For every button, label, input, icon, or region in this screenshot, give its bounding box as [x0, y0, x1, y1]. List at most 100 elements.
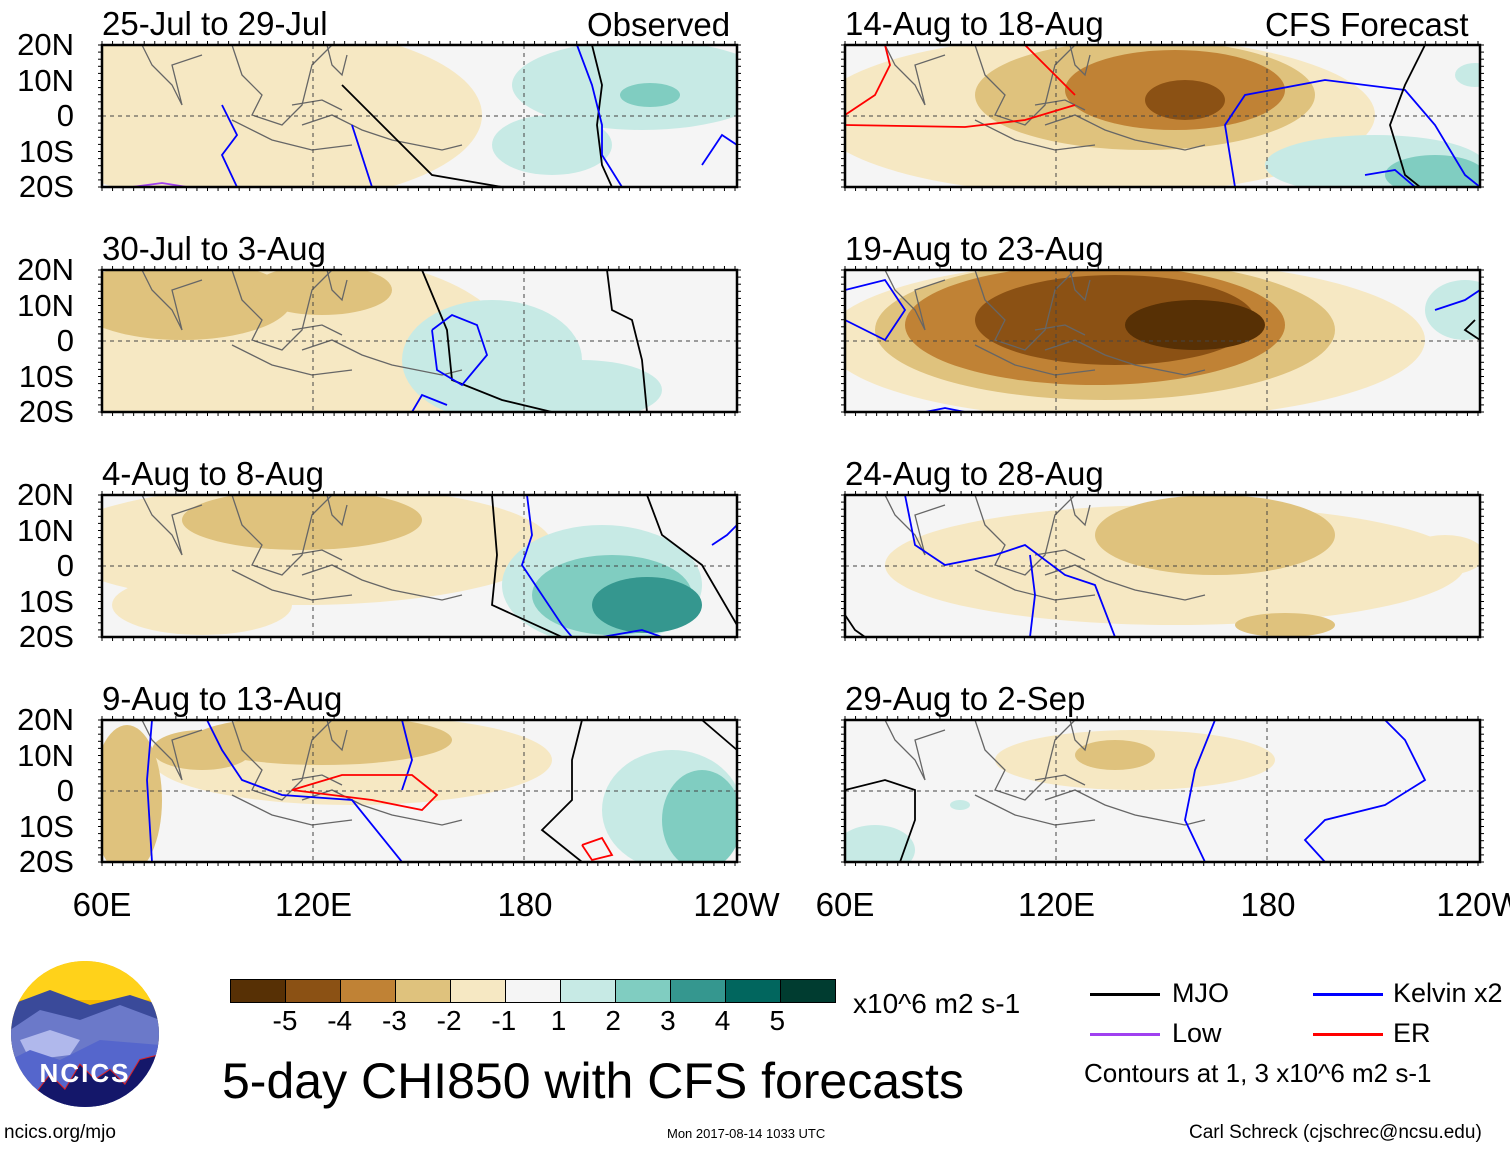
- coastline: [326, 720, 348, 752]
- colorbar-swatch: [450, 979, 506, 1003]
- anomaly-shading: [102, 270, 292, 340]
- legend-label-low: Low: [1172, 1018, 1222, 1048]
- colorbar-swatch: [340, 979, 396, 1003]
- coastline: [974, 344, 1096, 376]
- contour-line: [1303, 720, 1427, 862]
- latitude-label: 10N: [17, 512, 74, 548]
- coastline: [1069, 45, 1091, 77]
- anomaly-shading: [662, 770, 737, 862]
- anomaly-shading: [592, 577, 702, 633]
- colorbar-swatch: [505, 979, 561, 1003]
- latitude-label: 10S: [18, 358, 74, 394]
- colorbar-label: 1: [550, 1005, 567, 1036]
- figure-title: 5-day CHI850 with CFS forecasts: [222, 1053, 964, 1109]
- contour-line: [1364, 169, 1416, 187]
- contour-line: [701, 133, 737, 166]
- coastline: [974, 720, 1076, 801]
- coastline: [291, 774, 343, 786]
- anomaly-shading: [112, 575, 292, 635]
- latitude-label: 20N: [17, 252, 74, 287]
- colorbar-swatch: [285, 979, 341, 1003]
- contour-line: [146, 720, 153, 862]
- colorbar-label: -2: [436, 1005, 462, 1036]
- coastline: [1034, 549, 1086, 561]
- coastline: [231, 569, 353, 601]
- anomaly-shading: [620, 83, 680, 107]
- contour-line: [606, 270, 648, 412]
- coastline: [1034, 99, 1086, 111]
- contour-line: [521, 495, 573, 637]
- colorbar-swatch: [395, 979, 451, 1003]
- latitude-label: 10N: [17, 287, 74, 323]
- coastline: [1044, 339, 1206, 376]
- coastline: [301, 114, 463, 151]
- coastline: [1044, 564, 1206, 601]
- latitude-label: 20S: [18, 169, 74, 204]
- anomaly-shading: [1425, 280, 1480, 340]
- coastline: [326, 270, 348, 302]
- contour-line: [845, 779, 916, 862]
- panel-title: 24-Aug to 28-Aug: [845, 455, 1104, 492]
- latitude-label: 20S: [18, 619, 74, 654]
- contour-line: [341, 84, 503, 187]
- coastline: [231, 720, 333, 801]
- longitude-label: 60E: [815, 886, 875, 923]
- legend-label-er: ER: [1393, 1018, 1431, 1048]
- map-panel: [98, 41, 741, 191]
- contour-line: [431, 313, 489, 387]
- map-panel: [98, 716, 741, 866]
- longitude-label: 180: [1240, 886, 1296, 923]
- latitude-label: 20N: [17, 477, 74, 512]
- coastline: [974, 270, 1076, 351]
- colorbar-label: 3: [660, 1005, 676, 1036]
- contour-line: [924, 407, 966, 412]
- coastline: [974, 495, 1076, 576]
- latitude-label: 20S: [18, 844, 74, 879]
- coastline: [231, 344, 353, 376]
- colorbar-swatch: [230, 979, 286, 1003]
- contour-line: [845, 614, 866, 637]
- contour-line: [220, 104, 239, 187]
- coastline: [291, 549, 343, 561]
- anomaly-shading: [845, 825, 915, 862]
- contour-line: [1463, 319, 1480, 341]
- latitude-label: 10S: [18, 133, 74, 169]
- coastline: [1069, 720, 1091, 752]
- contour-line: [576, 45, 623, 187]
- anomaly-shading: [252, 270, 392, 315]
- coastline: [326, 45, 348, 77]
- longitude-label: 120E: [1017, 886, 1096, 923]
- latitude-label: 10N: [17, 737, 74, 773]
- colorbar-swatch: [780, 979, 836, 1003]
- latitude-label: 20N: [17, 702, 74, 737]
- contour-line: [845, 45, 891, 116]
- coastline: [1034, 324, 1086, 336]
- contour-line: [206, 720, 403, 862]
- contour-line: [131, 182, 188, 187]
- footer-url[interactable]: ncics.org/mjo: [4, 1122, 116, 1143]
- panel-title: 9-Aug to 13-Aug: [102, 680, 343, 717]
- anomaly-shading: [1145, 80, 1225, 120]
- coastline: [884, 270, 946, 331]
- latitude-label: 0: [56, 323, 74, 358]
- contour-line: [401, 720, 413, 791]
- coastline: [974, 119, 1096, 151]
- coastline: [291, 324, 343, 336]
- latitude-label: 20N: [17, 27, 74, 62]
- colorbar-label: -3: [381, 1005, 407, 1036]
- contour-line: [711, 524, 737, 546]
- anomaly-shading: [102, 725, 162, 862]
- panel-title: 4-Aug to 8-Aug: [102, 455, 324, 492]
- latitude-label: 10S: [18, 583, 74, 619]
- coastline: [231, 794, 353, 826]
- latitude-label: 10N: [17, 62, 74, 98]
- anomaly-shading: [512, 45, 737, 130]
- latitude-label: 0: [56, 98, 74, 133]
- anomaly-shading: [1455, 63, 1480, 87]
- anomaly-shading: [192, 720, 452, 765]
- anomaly-shading: [1405, 535, 1480, 575]
- anomaly-shading: [1235, 613, 1335, 637]
- footer-author: Carl Schreck (cjschrec@ncsu.edu): [1189, 1122, 1482, 1143]
- contour-line: [291, 774, 439, 811]
- coastline: [141, 495, 203, 556]
